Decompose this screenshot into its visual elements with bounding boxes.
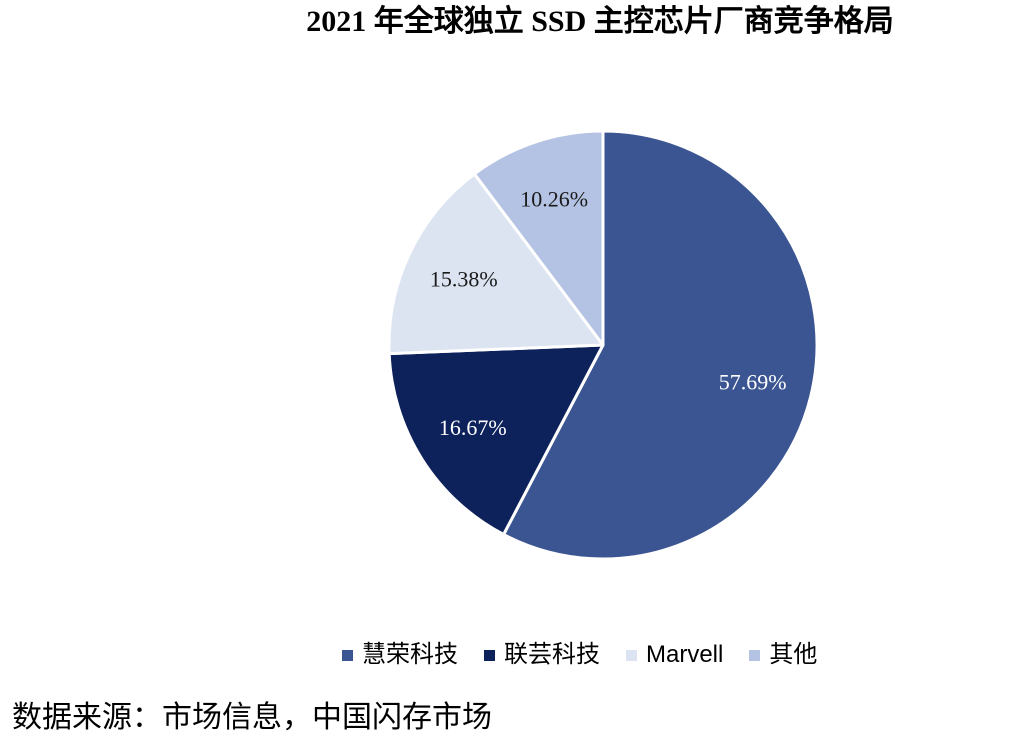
legend-label: 慧荣科技 xyxy=(362,641,458,668)
pie-data-label: 16.67% xyxy=(439,415,507,440)
legend-item-huirong: 慧荣科技 xyxy=(342,639,458,671)
source-note: 数据来源：市场信息，中国闪存市场 xyxy=(12,701,492,734)
legend-item-marvell: Marvell xyxy=(626,639,723,671)
legend-label: Marvell xyxy=(646,641,724,668)
pie-data-label: 57.69% xyxy=(719,369,787,394)
legend-swatch xyxy=(626,649,637,661)
legend-item-other: 其他 xyxy=(749,639,817,671)
legend-swatch xyxy=(749,649,761,661)
legend-swatch xyxy=(342,649,353,661)
legend-label: 其他 xyxy=(769,641,818,668)
pie-slice xyxy=(387,343,605,537)
pie-slice xyxy=(387,172,605,356)
legend: 慧荣科技 联芸科技 Marvell 其他 xyxy=(342,639,817,671)
legend-swatch xyxy=(484,649,495,661)
pie-data-label: 15.38% xyxy=(430,266,498,291)
legend-label: 联芸科技 xyxy=(504,641,600,668)
chart-title: 2021 年全球独立 SSD 主控芯片厂商竞争格局 xyxy=(306,5,894,38)
pie-data-label: 10.26% xyxy=(520,186,588,211)
legend-item-lianyun: 联芸科技 xyxy=(484,639,600,671)
pie-chart: 57.69% 16.67% 15.38% 10.26% xyxy=(387,129,819,561)
pie-slice xyxy=(472,129,605,347)
pie-slice xyxy=(502,129,819,561)
